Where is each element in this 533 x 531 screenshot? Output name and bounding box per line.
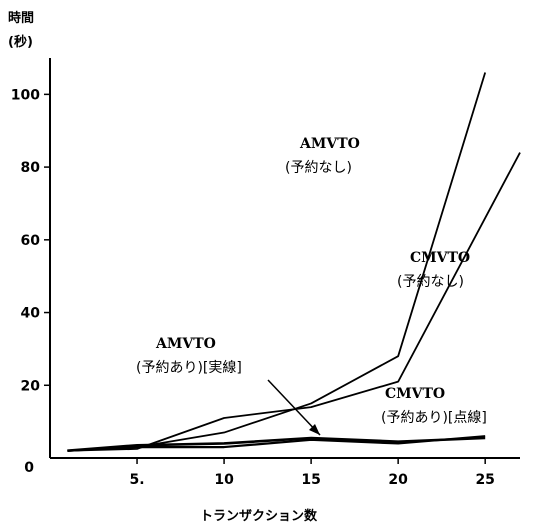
series-lines — [67, 72, 521, 453]
series-cmvto-no-reserve — [67, 152, 521, 452]
y-tick-label: 80 — [21, 160, 41, 176]
y-tick-label: 60 — [21, 233, 41, 249]
x-tick-label: 5. — [130, 472, 145, 488]
x-tick-label: 20 — [388, 472, 408, 488]
label-arrowhead — [309, 424, 320, 435]
y-tick-label: 40 — [21, 306, 41, 322]
y-tick-label: 100 — [11, 87, 40, 103]
label-cmvto-reserve-2: (予約あり)[点線] — [381, 410, 487, 426]
x-axis-label: トランザクション数 — [200, 508, 318, 524]
label-amvto-no-reserve-2: (予約なし) — [285, 160, 352, 176]
label-amvto-reserve-1: AMVTO — [155, 336, 216, 352]
series-cmvto-reserve — [67, 435, 486, 452]
label-arrow — [267, 379, 321, 436]
label-cmvto-no-reserve-2: (予約なし) — [397, 274, 464, 290]
label-amvto-no-reserve-1: AMVTO — [299, 136, 360, 152]
y-tick-label: 20 — [21, 378, 41, 394]
x-ticks: 5. 10 15 20 25 — [130, 458, 495, 488]
y-ticks: 0 20 40 60 80 100 — [11, 87, 50, 476]
label-cmvto-reserve-1: CMVTO — [385, 386, 445, 402]
y-tick-label: 0 — [24, 460, 34, 476]
x-tick-label: 10 — [214, 472, 234, 488]
series-amvto-reserve — [67, 436, 486, 453]
x-tick-label: 25 — [475, 472, 494, 488]
x-tick-label: 15 — [301, 472, 320, 488]
label-amvto-reserve-2: (予約あり)[実線] — [136, 360, 242, 376]
label-cmvto-no-reserve-1: CMVTO — [410, 250, 470, 266]
y-axis-label-line1: 時間 — [8, 10, 34, 26]
y-axis-label-line2: (秒) — [8, 34, 33, 50]
